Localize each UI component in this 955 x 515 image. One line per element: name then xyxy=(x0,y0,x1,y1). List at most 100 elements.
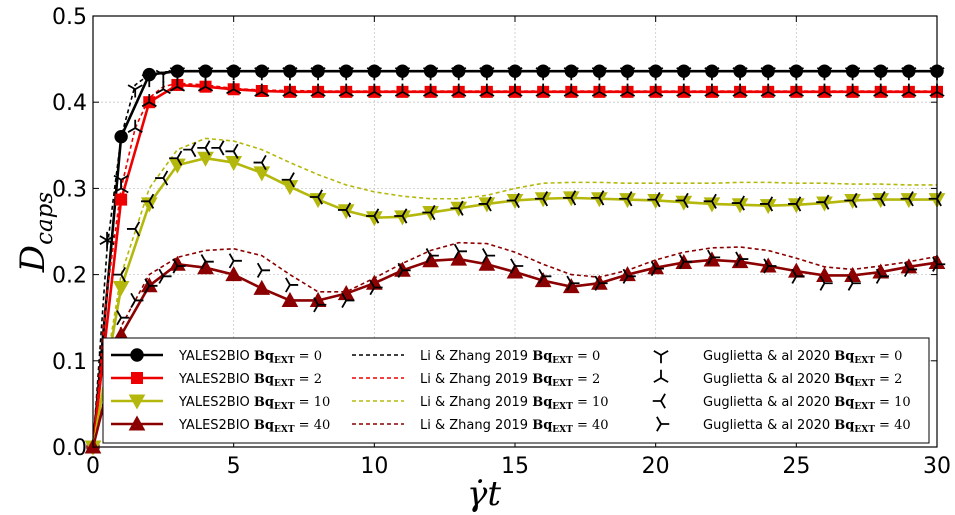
data-point xyxy=(901,67,917,81)
data-point xyxy=(366,83,382,97)
y-tick-label: 0.3 xyxy=(52,177,87,202)
data-point xyxy=(676,83,692,97)
legend-label: Guglietta & al 2020 BqEXT = 0 xyxy=(703,349,902,366)
data-point xyxy=(507,83,523,97)
legend-entry: Li & Zhang 2019 BqEXT = 40 xyxy=(352,418,609,435)
data-point xyxy=(423,83,439,97)
legend-entry: Guglietta & al 2020 BqEXT = 0 xyxy=(653,349,902,366)
data-point xyxy=(366,208,380,224)
data-point xyxy=(704,67,720,81)
data-point xyxy=(169,150,183,166)
data-point xyxy=(254,67,270,81)
data-point xyxy=(732,67,748,81)
data-point xyxy=(338,67,354,81)
data-point xyxy=(731,195,745,211)
data-point xyxy=(538,268,552,284)
legend-entry: Guglietta & al 2020 BqEXT = 40 xyxy=(656,416,911,435)
data-point xyxy=(225,143,239,159)
legend-entry: YALES2BIO BqEXT = 0 xyxy=(111,348,322,366)
data-point xyxy=(819,275,833,291)
data-point xyxy=(99,231,115,246)
data-point xyxy=(535,83,551,97)
legend-label: Li & Zhang 2019 BqEXT = 0 xyxy=(420,349,600,366)
plot-series xyxy=(84,64,946,456)
data-point xyxy=(155,81,171,95)
legend-marker xyxy=(131,372,143,384)
data-point xyxy=(788,83,804,97)
data-point xyxy=(197,78,214,92)
data-point xyxy=(506,192,520,209)
legend-label: Li & Zhang 2019 BqEXT = 40 xyxy=(420,418,609,435)
data-point xyxy=(678,254,693,270)
legend-entry: YALES2BIO BqEXT = 2 xyxy=(111,372,322,389)
data-point xyxy=(281,291,299,307)
legend-entry: Li & Zhang 2019 BqEXT = 0 xyxy=(352,349,600,366)
data-point xyxy=(534,191,549,207)
data-point xyxy=(760,67,776,81)
data-point xyxy=(253,154,267,171)
data-point xyxy=(254,83,270,97)
data-point xyxy=(619,191,633,207)
data-point xyxy=(313,297,327,313)
x-tick-label: 25 xyxy=(782,454,810,479)
data-point xyxy=(675,192,689,209)
data-point xyxy=(197,151,214,167)
data-point xyxy=(253,166,271,182)
legend-entry: YALES2BIO BqEXT = 40 xyxy=(111,415,330,435)
data-point xyxy=(225,266,243,282)
legend-label: YALES2BIO BqEXT = 2 xyxy=(178,372,322,389)
data-point xyxy=(704,83,720,97)
data-point xyxy=(425,248,439,264)
axis-ticks: 0 5 10 15 20 25 30 0.0 0.1 0.2 0.3 0.4 0.5 xyxy=(52,5,951,479)
data-point xyxy=(450,200,464,216)
data-point xyxy=(172,258,186,274)
data-point xyxy=(622,268,636,284)
data-point xyxy=(228,253,242,269)
data-point xyxy=(226,81,242,95)
legend-marker xyxy=(128,394,146,410)
data-point xyxy=(394,67,411,81)
legend-marker xyxy=(128,415,146,431)
data-point xyxy=(788,67,804,81)
data-point xyxy=(281,172,295,188)
data-point xyxy=(759,196,774,212)
legend-label: Guglietta & al 2020 BqEXT = 10 xyxy=(703,395,911,412)
data-point xyxy=(591,83,607,97)
data-point xyxy=(591,190,605,206)
legend-marker xyxy=(653,350,669,364)
data-point xyxy=(479,67,495,81)
legend-entry: Li & Zhang 2019 BqEXT = 10 xyxy=(352,395,609,412)
data-point xyxy=(422,252,439,268)
data-point xyxy=(847,275,861,291)
data-point xyxy=(183,142,197,158)
series-line xyxy=(92,241,938,448)
data-point xyxy=(932,256,946,272)
data-point xyxy=(99,235,115,249)
data-point xyxy=(282,67,298,81)
data-point xyxy=(788,196,802,212)
data-point xyxy=(510,258,524,274)
legend-marker xyxy=(652,393,666,409)
series-guglietta-bq40 xyxy=(102,243,946,360)
x-tick-label: 5 xyxy=(227,454,241,479)
data-point xyxy=(763,258,777,274)
data-point xyxy=(453,243,467,259)
data-point xyxy=(141,193,155,209)
data-point xyxy=(366,67,382,81)
data-point xyxy=(760,83,776,97)
series-line xyxy=(92,137,937,448)
legend-marker xyxy=(653,369,669,383)
data-point xyxy=(731,198,749,214)
data-point xyxy=(422,204,436,221)
legend-label: YALES2BIO BqEXT = 40 xyxy=(178,418,330,435)
series-guglietta-bq2 xyxy=(99,78,945,246)
legend-label: Guglietta & al 2020 BqEXT = 40 xyxy=(703,418,911,435)
series-guglietta-bq0 xyxy=(99,67,945,249)
data-point xyxy=(116,310,130,326)
legend-label: YALES2BIO BqEXT = 10 xyxy=(178,395,330,412)
data-point xyxy=(875,268,889,284)
data-point xyxy=(112,281,130,297)
data-point xyxy=(144,278,158,294)
data-point xyxy=(563,83,579,97)
data-point xyxy=(451,67,467,81)
